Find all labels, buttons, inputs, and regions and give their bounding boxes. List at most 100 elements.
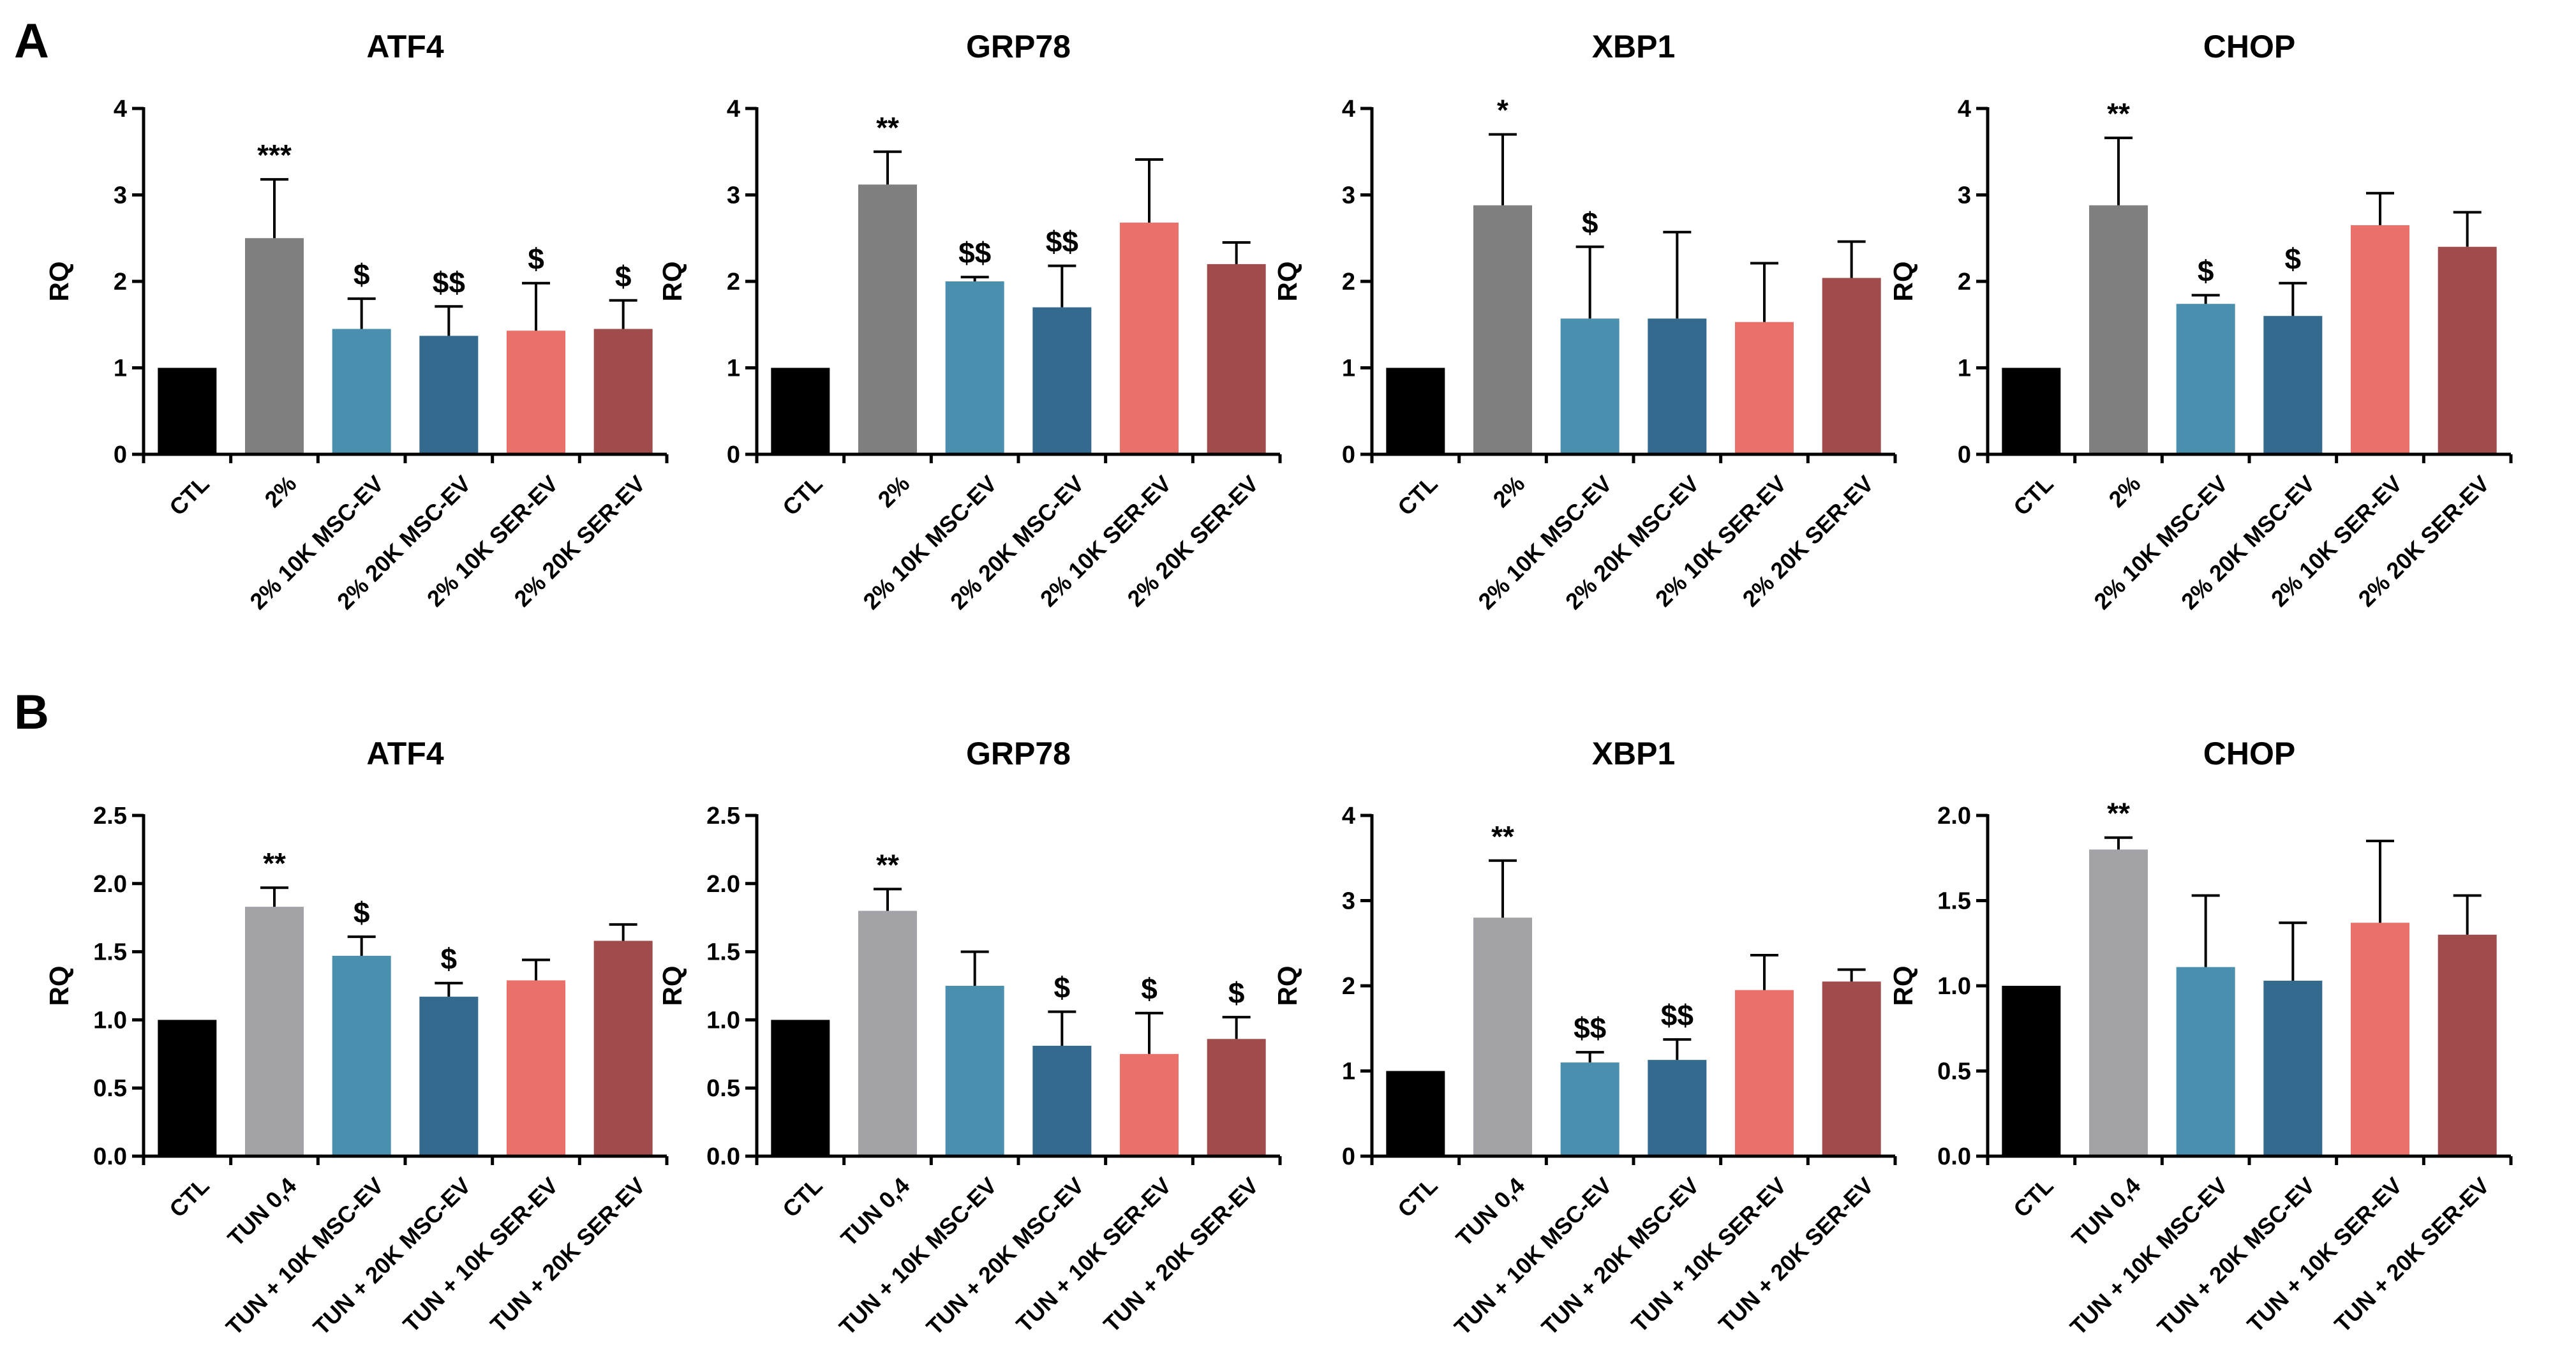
- chart-title: ATF4: [366, 29, 443, 64]
- significance-label: $$: [1574, 1011, 1606, 1045]
- category-label: TUN + 20K MSC-EV: [308, 1172, 476, 1340]
- y-tick-label: 3: [1342, 182, 1355, 209]
- y-tick-label: 1.5: [706, 939, 740, 966]
- y-tick-label: 2: [727, 269, 740, 295]
- category-label: TUN 0,4: [223, 1172, 302, 1251]
- y-tick-label: 0.0: [93, 1143, 127, 1170]
- bar: [858, 184, 917, 454]
- bar: [2089, 205, 2148, 454]
- bar: [2263, 980, 2323, 1156]
- category-label: CTL: [2008, 1172, 2058, 1222]
- chart-title: CHOP: [2203, 29, 2295, 64]
- bar: [593, 940, 653, 1156]
- category-label: TUN + 10K SER-EV: [2242, 1172, 2407, 1337]
- category-label: TUN + 10K SER-EV: [1011, 1172, 1176, 1337]
- significance-label: $: [2198, 255, 2214, 288]
- category-label: CTL: [777, 1172, 827, 1222]
- bar: [2351, 923, 2409, 1156]
- bar: [1560, 1062, 1619, 1156]
- bar: [1822, 981, 1881, 1156]
- bar: [771, 368, 830, 454]
- y-tick-label: 1.5: [93, 939, 127, 966]
- bar: [1386, 368, 1445, 454]
- category-label: CTL: [164, 470, 214, 520]
- bar: [1735, 990, 1794, 1156]
- bar: [2438, 934, 2497, 1156]
- significance-label: *: [1497, 94, 1508, 127]
- panel-letter-b: B: [14, 685, 49, 740]
- chart-title: GRP78: [966, 736, 1071, 771]
- y-tick-label: 1: [114, 355, 127, 382]
- y-tick-label: 2.0: [706, 871, 740, 898]
- category-label: TUN + 20K MSC-EV: [1537, 1172, 1704, 1340]
- significance-label: $: [354, 896, 370, 929]
- bar: [2263, 316, 2323, 454]
- bar: [945, 281, 1004, 454]
- y-axis-label: RQ: [1272, 966, 1302, 1006]
- significance-label: $: [528, 242, 544, 276]
- category-label: 2%: [1488, 470, 1530, 512]
- significance-label: $: [1582, 206, 1598, 239]
- y-tick-label: 0: [727, 442, 740, 468]
- y-tick-label: 1: [1342, 355, 1355, 382]
- y-tick-label: 1: [727, 355, 740, 382]
- y-tick-label: 4: [1342, 803, 1355, 829]
- y-tick-label: 0.0: [1937, 1143, 1971, 1170]
- chart-title: CHOP: [2203, 736, 2295, 771]
- category-label: TUN 0,4: [1451, 1172, 1530, 1251]
- y-tick-label: 3: [114, 182, 127, 209]
- significance-label: $: [354, 258, 370, 291]
- y-tick-label: 1.0: [93, 1007, 127, 1034]
- bar: [2351, 225, 2409, 454]
- significance-label: $: [441, 942, 458, 976]
- category-label: 2%: [873, 470, 915, 512]
- bar: [1032, 1045, 1092, 1156]
- bar: [332, 956, 391, 1156]
- bar: [332, 329, 391, 454]
- bar: [771, 1020, 830, 1156]
- y-tick-label: 4: [727, 96, 740, 123]
- significance-label: **: [876, 111, 899, 144]
- category-label: TUN + 20K MSC-EV: [2152, 1172, 2320, 1340]
- bar: [507, 331, 565, 454]
- bar: [2002, 368, 2061, 454]
- bar: [1207, 1039, 1266, 1156]
- bar: [507, 980, 565, 1156]
- bar: [1473, 205, 1532, 454]
- y-tick-label: 1.0: [1937, 973, 1971, 1000]
- category-label: CTL: [164, 1172, 214, 1222]
- y-tick-label: 3: [1342, 888, 1355, 915]
- bar: [2438, 246, 2497, 454]
- bar: [1822, 278, 1881, 454]
- significance-label: **: [263, 847, 286, 880]
- bar: [1120, 1053, 1179, 1156]
- category-label: CTL: [1392, 470, 1442, 520]
- significance-label: $$: [958, 236, 991, 269]
- bar: [1120, 222, 1179, 454]
- y-tick-label: 1.5: [1937, 888, 1971, 915]
- y-tick-label: 0: [1958, 442, 1971, 468]
- significance-label: $: [1228, 976, 1245, 1009]
- y-tick-label: 4: [1958, 96, 1971, 123]
- significance-label: ***: [257, 138, 292, 172]
- y-tick-label: 0: [1342, 1143, 1355, 1170]
- y-axis-label: RQ: [1272, 262, 1302, 302]
- category-label: TUN + 10K MSC-EV: [1449, 1172, 1617, 1340]
- category-label: TUN + 10K MSC-EV: [2065, 1172, 2233, 1340]
- category-label: TUN + 10K SER-EV: [1626, 1172, 1791, 1337]
- bar: [945, 986, 1004, 1156]
- category-label: 2%: [2104, 470, 2146, 512]
- y-tick-label: 0: [1342, 442, 1355, 468]
- significance-label: $$: [1661, 999, 1694, 1032]
- bar: [1032, 307, 1092, 454]
- bar: [2176, 967, 2235, 1156]
- significance-label: $: [1054, 971, 1071, 1004]
- y-tick-label: 2.0: [93, 871, 127, 898]
- significance-label: **: [1491, 820, 1514, 853]
